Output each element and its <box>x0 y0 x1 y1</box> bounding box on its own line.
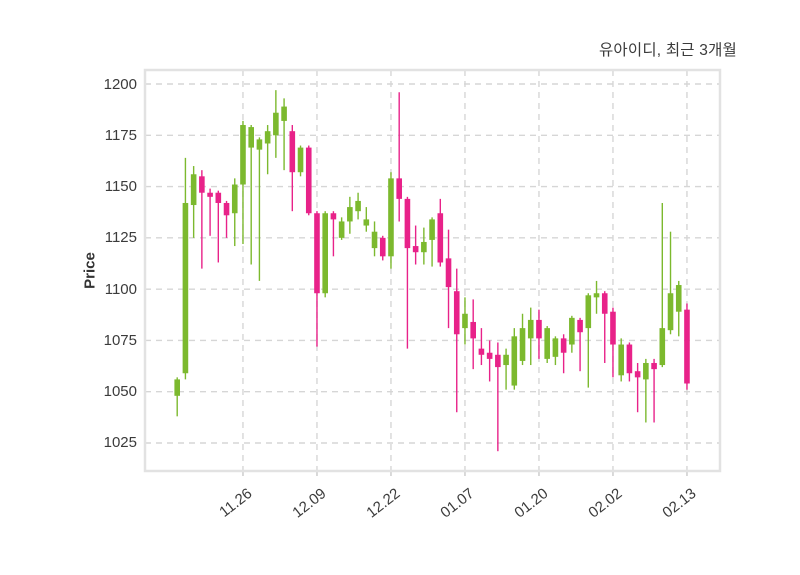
candle-body <box>659 328 666 366</box>
candle-body <box>634 371 641 378</box>
y-tick-label: 1100 <box>104 280 137 298</box>
y-tick-label: 1125 <box>104 229 137 247</box>
candle-body <box>536 319 542 339</box>
candle-body <box>396 178 402 199</box>
candle-body <box>462 313 468 329</box>
candle-body <box>601 293 608 314</box>
plot-frame <box>143 68 722 473</box>
candle-body <box>289 131 296 173</box>
y-tick-label: 1050 <box>103 383 137 401</box>
candle-body <box>569 317 575 345</box>
candle-body <box>215 192 222 203</box>
candle-body <box>478 348 485 355</box>
candle-body <box>675 285 682 312</box>
candle-body <box>330 213 337 220</box>
candle-body <box>626 344 633 374</box>
candle-body <box>281 106 287 121</box>
candle-body <box>445 258 452 288</box>
candle-body <box>577 319 583 333</box>
candle-body <box>264 131 271 144</box>
candle-body <box>503 354 509 366</box>
candle-body <box>453 291 460 335</box>
candle-body <box>207 192 213 197</box>
candle-body <box>190 174 197 206</box>
y-tick-label: 1150 <box>104 178 137 196</box>
candle-body <box>527 319 534 339</box>
candle-body <box>421 241 427 253</box>
y-tick-label: 1200 <box>103 75 137 93</box>
candle-body <box>223 202 230 216</box>
candle-body <box>305 147 312 214</box>
candle-body <box>231 184 238 214</box>
candle-body <box>470 321 476 339</box>
candle-body <box>371 231 378 249</box>
y-tick-label: 1025 <box>103 434 137 452</box>
candle-body <box>240 125 246 185</box>
candle-body <box>355 200 361 212</box>
candle-body <box>412 246 419 253</box>
candle-body <box>388 178 394 257</box>
candle-body <box>182 202 189 374</box>
candle-body <box>552 338 559 357</box>
candle-body <box>684 309 690 384</box>
candle-body <box>511 336 518 386</box>
candle-body <box>379 237 386 257</box>
candle-body <box>593 293 600 298</box>
y-tick-label: 1175 <box>104 126 137 144</box>
candle-body <box>248 127 254 148</box>
candle-body <box>610 311 616 345</box>
candle-body <box>322 213 328 294</box>
candle-body <box>519 328 526 361</box>
candle-body <box>338 221 345 238</box>
candle-body <box>256 139 263 150</box>
candle-body <box>643 362 649 380</box>
candle-body <box>429 219 435 240</box>
candle-body <box>486 352 493 359</box>
candle-body <box>585 295 592 329</box>
candle-body <box>297 147 304 173</box>
candle-body <box>437 213 444 263</box>
candle-body <box>273 112 279 136</box>
candle-body <box>174 379 180 396</box>
candle-body <box>314 213 320 294</box>
candle-body <box>560 338 567 353</box>
candle-body <box>347 207 353 222</box>
candle-body <box>495 354 501 368</box>
candle-body <box>618 344 624 376</box>
candle-body <box>667 293 674 331</box>
y-tick-label: 1075 <box>103 331 137 349</box>
candle-body <box>404 198 411 249</box>
candle-body <box>544 328 550 359</box>
candle-body <box>363 219 370 226</box>
candle-body <box>651 362 657 370</box>
chart-title: 유아이디, 최근 3개월 <box>598 42 737 59</box>
candle-body <box>199 176 205 193</box>
